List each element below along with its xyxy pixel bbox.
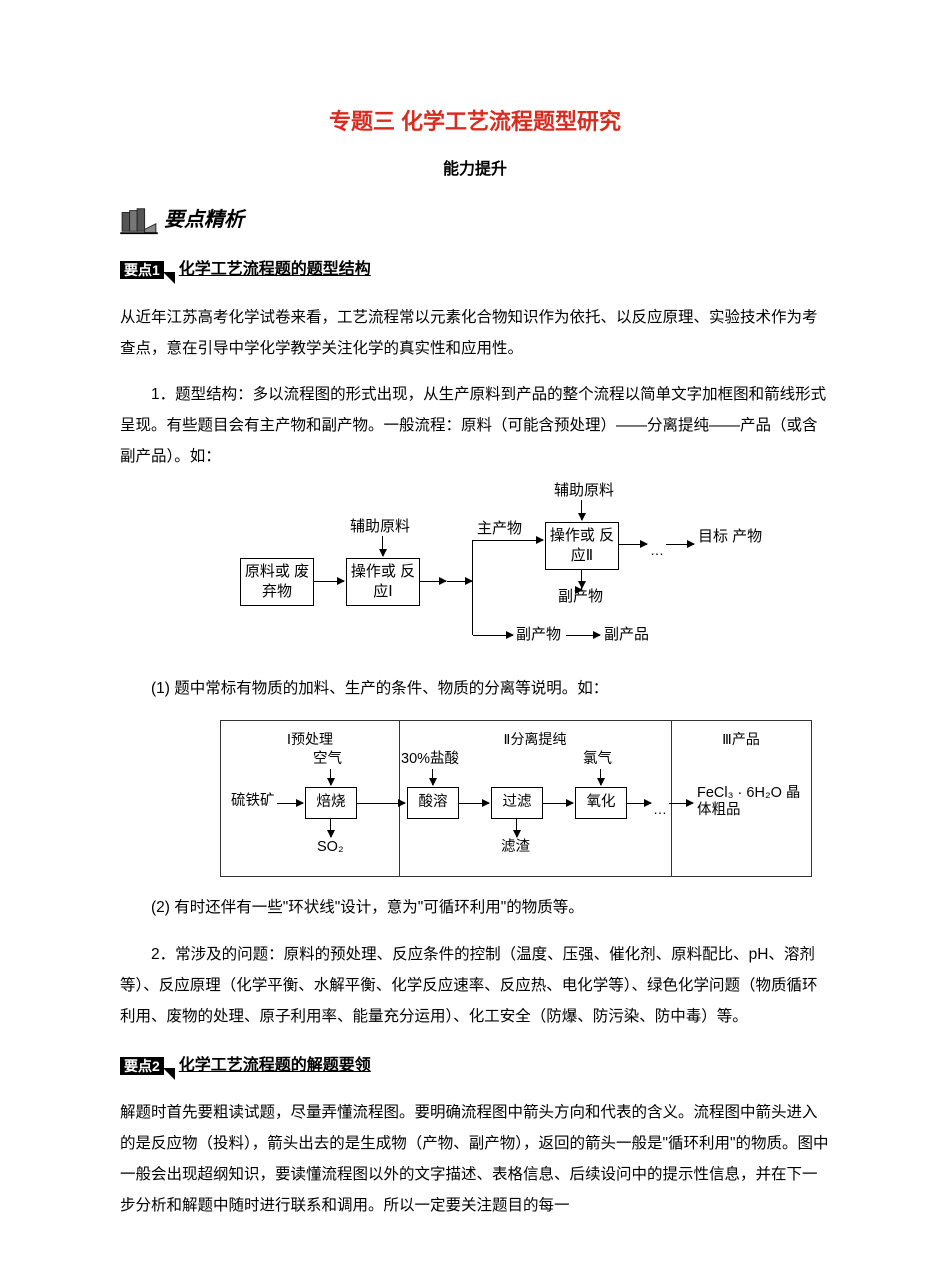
arrow-right-icon [473,635,513,636]
arrow-right-icon [566,635,600,636]
document-page: 专题三 化学工艺流程题型研究 能力提升 要点精析 要点1 化学工艺流程题的题型结… [0,0,950,1277]
node-operation-2: 操作或 反应Ⅱ [545,522,619,570]
label-cl2: 氯气 [583,751,612,768]
arrow-down-icon [516,819,517,837]
paragraph-1: 从近年江苏高考化学试卷来看，工艺流程常以元素化合物知识作为依托、以反应原理、实验… [120,302,830,364]
arrow-down-icon [330,819,331,837]
page-title: 专题三 化学工艺流程题型研究 [120,100,830,144]
books-icon [120,205,158,235]
ellipsis-icon: … [650,536,666,564]
line-seg [447,581,472,582]
box-dissolve: 酸溶 [407,787,459,819]
label-raw-ore: 硫铁矿 [231,793,275,810]
stage-label-3: Ⅲ产品 [671,725,811,753]
arrow-down-icon [382,536,383,556]
point-1-header: 要点1 化学工艺流程题的题型结构 [120,254,830,286]
stage-label-1: Ⅰ预处理 [221,725,399,753]
label-byproduct-item: 副产品 [604,626,649,644]
arrow-right-icon [619,544,647,545]
arrow-icon [163,1068,175,1080]
section-label: 要点精析 [164,200,244,240]
split-line [472,540,473,635]
arrow-right-icon [473,540,543,541]
label-byproduct-1: 副产物 [516,626,561,644]
page-subtitle: 能力提升 [120,154,830,186]
label-aux-1: 辅助原料 [350,518,410,536]
paragraph-4: (2) 有时还伴有一些"环状线"设计，意为"可循环利用"的物质等。 [120,892,830,923]
arrow-right-icon [627,803,651,804]
label-main-product: 主产物 [477,520,522,538]
arrow-right-icon [669,803,693,804]
arrow-down-icon [581,500,582,520]
paragraph-3: (1) 题中常标有物质的加料、生产的条件、物质的分离等说明。如： [120,673,830,704]
paragraph-6: 解题时首先要粗读试题，尽量弄懂流程图。要明确流程图中箭头方向和代表的含义。流程图… [120,1097,830,1221]
ellipsis-icon: … [653,795,669,823]
box-roast: 焙烧 [305,787,357,819]
section-header: 要点精析 [120,200,830,240]
arrow-down-icon [432,769,433,785]
point-2-header: 要点2 化学工艺流程题的解题要领 [120,1050,830,1082]
label-acid: 30%盐酸 [401,751,459,768]
arrow-right-icon [543,803,573,804]
paragraph-5: 2．常涉及的问题：原料的预处理、反应条件的控制（温度、压强、催化剂、原料配比、p… [120,939,830,1032]
arrow-down-icon [581,570,582,588]
arrow-right-icon [357,803,405,804]
arrow-right-icon [666,544,694,545]
arrow-down-icon [600,769,601,785]
arrow-down-icon [330,769,331,785]
point-2-title: 化学工艺流程题的解题要领 [179,1050,371,1082]
label-aux-2: 辅助原料 [554,482,614,500]
node-operation-1: 操作或 反应Ⅰ [346,558,420,606]
point-1-badge: 要点1 [120,261,164,279]
label-residue: 滤渣 [501,839,530,856]
arrow-icon [163,272,175,284]
stage-label-2: Ⅱ分离提纯 [399,725,671,753]
box-filter: 过滤 [491,787,543,819]
node-raw-material: 原料或 废弃物 [240,558,314,606]
label-target-product: 目标 产物 [698,528,762,546]
flowchart-generic-process: 原料或 废弃物 操作或 反应Ⅰ 辅助原料 主产物 操作或 反应Ⅱ 辅助原料 副产… [240,488,800,658]
arrow-right-icon [420,581,446,582]
paragraph-2: 1．题型结构：多以流程图的形式出现，从生产原料到产品的整个流程以简单文字加框图和… [120,379,830,472]
point-2-badge: 要点2 [120,1057,164,1075]
label-product: FeCl₃ · 6H₂O 晶体粗品 [697,785,805,820]
box-oxidize: 氧化 [575,787,627,819]
flowchart-example-process: Ⅰ预处理 Ⅱ分离提纯 Ⅲ产品 硫铁矿 焙烧 空气 SO₂ 酸溶 30%盐酸 过滤… [220,720,812,877]
label-byproduct-2: 副产物 [558,588,603,606]
label-air: 空气 [313,751,342,768]
point-1-title: 化学工艺流程题的题型结构 [179,254,371,286]
label-so2: SO₂ [317,839,344,856]
arrow-right-icon [314,581,344,582]
arrow-right-icon [277,803,303,804]
arrow-right-icon [459,803,489,804]
